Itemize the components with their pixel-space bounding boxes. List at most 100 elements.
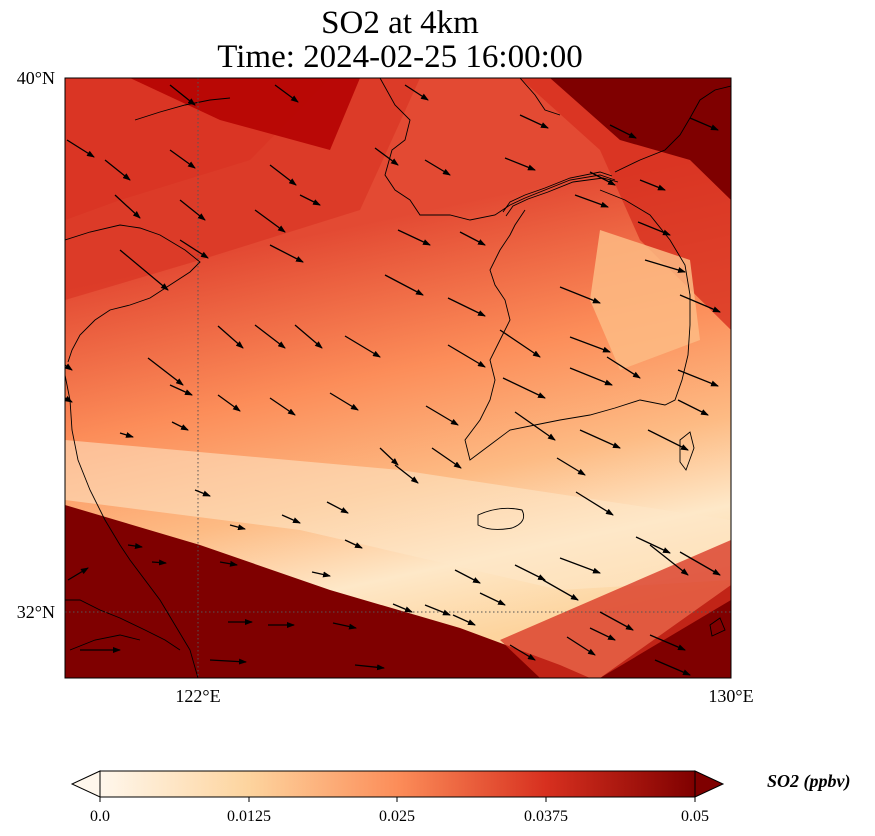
wind-arrow xyxy=(67,567,89,581)
wind-arrow xyxy=(454,569,481,584)
wind-arrow xyxy=(514,564,546,581)
wind-arrow xyxy=(514,411,556,441)
lon-tick-130: 130°E xyxy=(708,686,753,706)
wind-arrow xyxy=(179,199,206,221)
wind-arrow xyxy=(354,664,385,671)
wind-arrow xyxy=(499,329,541,358)
wind-arrow xyxy=(169,384,193,396)
wind-arrow xyxy=(404,84,429,101)
wind-arrow xyxy=(219,560,238,567)
lon-tick-122: 122°E xyxy=(175,686,220,706)
wind-arrow xyxy=(635,536,671,554)
wind-arrow xyxy=(606,356,641,379)
wind-arrow xyxy=(502,377,546,399)
wind-arrow xyxy=(64,363,73,371)
wind-arrow xyxy=(431,447,462,469)
colorbar-title: SO2 (ppbv) xyxy=(767,771,851,792)
wind-arrow xyxy=(566,636,596,656)
wind-arrow xyxy=(169,84,196,106)
wind-arrow xyxy=(637,221,671,236)
colorbar-extend-high xyxy=(694,770,725,798)
coastline xyxy=(65,78,731,678)
wind-arrow xyxy=(269,244,304,263)
wind-arrow xyxy=(599,611,634,631)
so2-field xyxy=(65,78,731,678)
wind-arrow xyxy=(689,117,719,131)
wind-arrow xyxy=(394,464,419,484)
wind-arrow xyxy=(424,604,451,616)
wind-arrow xyxy=(459,231,486,246)
wind-arrow xyxy=(647,429,689,451)
wind-arrow xyxy=(344,539,363,549)
wind-arrow xyxy=(209,658,247,665)
wind-arrow xyxy=(556,457,586,476)
wind-arrow xyxy=(569,336,611,353)
wind-arrow xyxy=(677,399,709,416)
wind-arrow xyxy=(679,551,721,576)
wind-arrow xyxy=(397,229,431,246)
wind-arrow xyxy=(229,524,246,531)
lat-tick-32: 32°N xyxy=(17,602,55,622)
colorbar-tick-3: 0.0375 xyxy=(524,808,568,825)
wind-arrow xyxy=(392,603,413,613)
wind-arrow xyxy=(254,209,286,233)
wind-arrow xyxy=(114,194,141,219)
wind-arrow xyxy=(217,394,241,412)
lat-tick-40: 40°N xyxy=(17,68,55,88)
wind-arrow xyxy=(589,171,616,186)
colorbar: 0.0 0.0125 0.025 0.0375 0.05 SO2 (ppbv) xyxy=(70,770,851,825)
wind-arrow xyxy=(64,395,73,403)
wind-arrow xyxy=(374,147,399,166)
wind-arrow xyxy=(425,405,459,426)
map-title-variable: SO2 at 4km xyxy=(321,5,479,41)
wind-vectors xyxy=(64,84,721,676)
wind-arrow xyxy=(127,543,143,549)
wind-arrow xyxy=(269,164,297,186)
wind-arrow xyxy=(217,325,244,349)
map-gridlines xyxy=(65,78,731,678)
wind-arrow xyxy=(542,579,579,601)
map-title-time: Time: 2024-02-25 16:00:00 xyxy=(217,39,583,75)
wind-arrow xyxy=(644,259,686,273)
wind-arrow xyxy=(424,159,451,176)
wind-arrow xyxy=(119,432,134,438)
wind-arrow xyxy=(344,335,381,358)
wind-arrow xyxy=(639,179,666,191)
wind-arrow xyxy=(452,614,476,626)
wind-arrow xyxy=(575,491,614,516)
wind-arrow xyxy=(171,421,189,431)
wind-arrow xyxy=(254,324,286,349)
wind-arrow xyxy=(559,557,601,574)
wind-arrow xyxy=(579,429,621,449)
colorbar-gradient xyxy=(100,771,695,797)
wind-arrow xyxy=(299,194,321,206)
wind-arrow xyxy=(194,489,211,497)
wind-arrow xyxy=(274,84,299,103)
wind-arrow xyxy=(311,571,331,578)
wind-arrow xyxy=(504,157,536,171)
wind-arrow xyxy=(169,149,196,169)
wind-arrow xyxy=(519,114,549,129)
wind-arrow xyxy=(677,369,719,387)
wind-arrow xyxy=(294,324,323,349)
wind-arrow xyxy=(649,544,689,576)
colorbar-extend-low xyxy=(70,770,101,798)
jeju-island xyxy=(477,507,525,530)
wind-arrow xyxy=(559,286,601,304)
wind-arrow xyxy=(147,357,184,386)
wind-arrow xyxy=(479,592,506,606)
wind-arrow xyxy=(649,634,686,651)
colorbar-tick-1: 0.0125 xyxy=(227,808,271,825)
wind-arrow xyxy=(379,447,399,466)
wind-arrow xyxy=(329,392,359,411)
wind-arrow xyxy=(179,239,209,259)
wind-arrow xyxy=(104,159,131,181)
wind-arrow xyxy=(384,274,424,296)
wind-arrow xyxy=(66,139,95,158)
wind-arrow xyxy=(569,367,613,386)
wind-arrow xyxy=(574,194,609,208)
wind-arrow xyxy=(654,659,691,676)
wind-arrow xyxy=(447,297,486,317)
wind-arrow xyxy=(119,249,169,291)
